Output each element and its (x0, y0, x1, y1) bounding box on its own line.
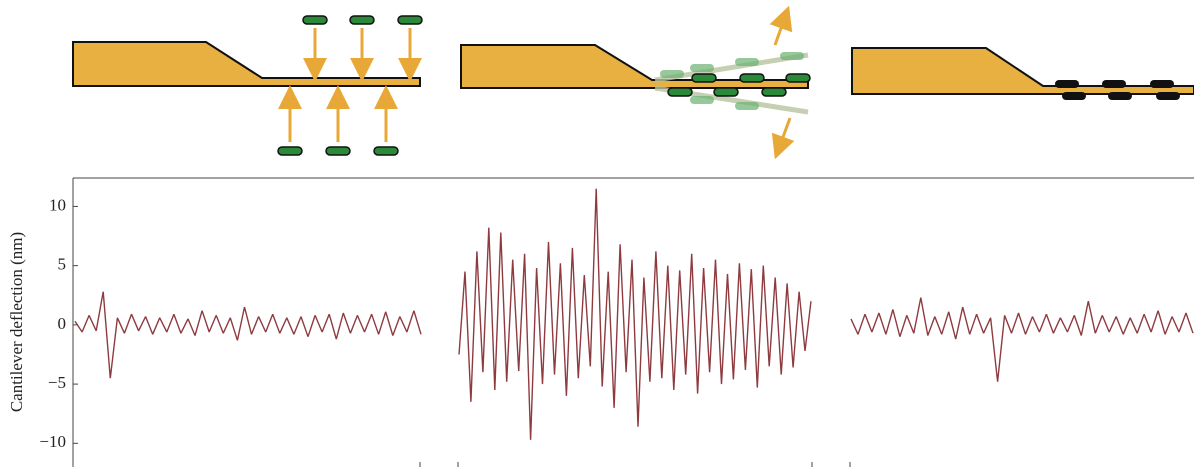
trace (75, 292, 421, 379)
trace (459, 189, 811, 440)
figure: Cantilever deflection (nm) −10 −5 0 5 10 (0, 0, 1194, 467)
y-tick-label: −10 (39, 432, 66, 451)
y-tick-label: 0 (58, 314, 67, 333)
y-tick-label: 5 (58, 255, 67, 274)
trace (851, 298, 1193, 382)
y-tick-label: 10 (49, 195, 66, 214)
diagram-bound (852, 48, 1194, 100)
diagram-adsorbing (461, 17, 810, 148)
diagram-free (73, 16, 422, 155)
y-tick-label: −5 (48, 373, 66, 392)
y-axis-label: Cantilever deflection (nm) (7, 232, 26, 412)
